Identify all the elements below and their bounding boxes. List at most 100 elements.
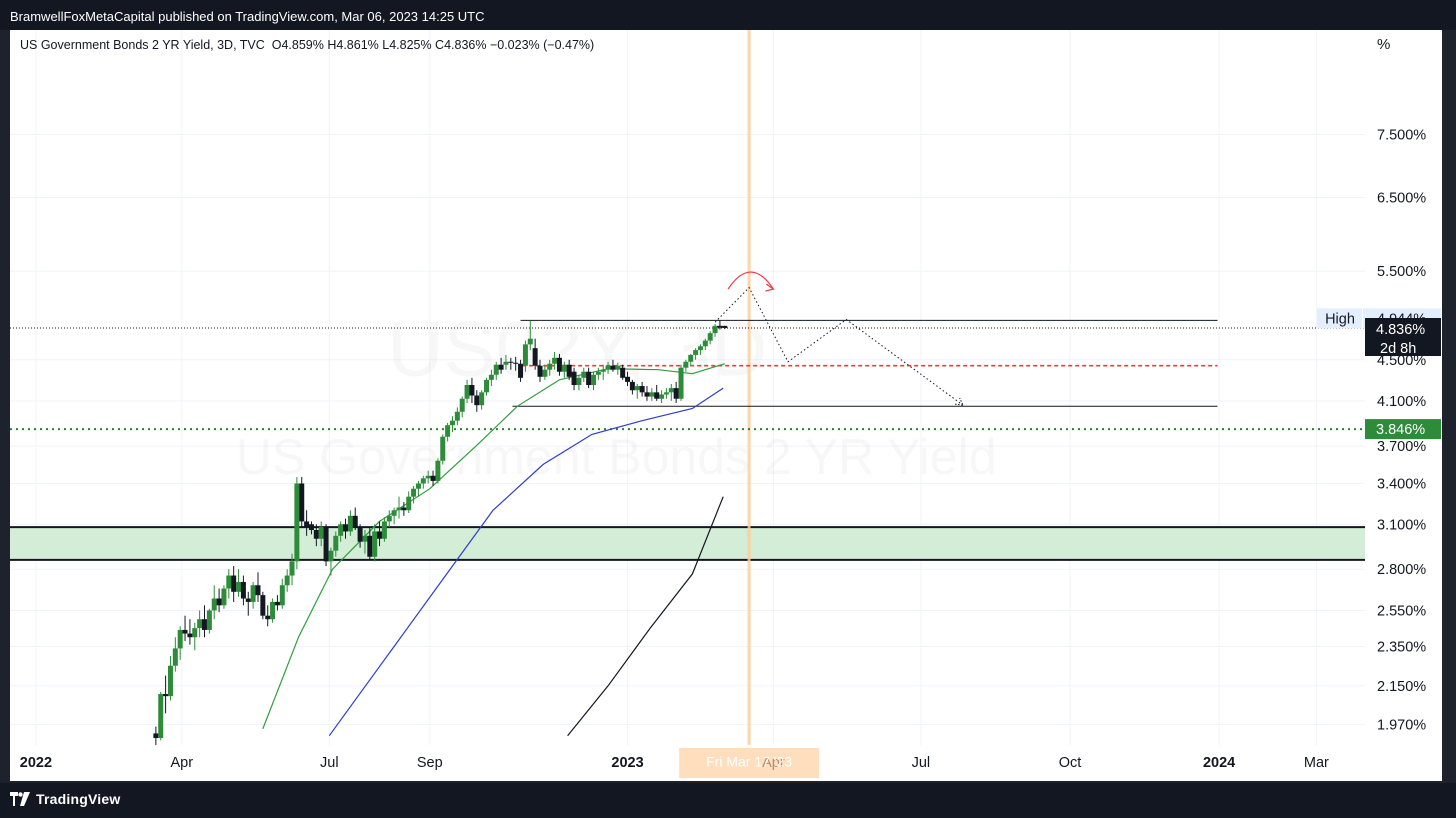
candle-up xyxy=(406,496,412,511)
candle-down xyxy=(377,531,383,539)
candle-down xyxy=(163,694,169,697)
candle-up xyxy=(576,377,582,386)
candle-up xyxy=(488,374,494,380)
price-tick-label: 4.500% xyxy=(1377,353,1426,369)
publish-text: BramwellFoxMetaCapital published on Trad… xyxy=(10,9,485,24)
candle-up xyxy=(440,436,446,461)
candle-up xyxy=(420,478,426,484)
bar-countdown-label: 2d 8h xyxy=(1380,341,1416,357)
candle-up xyxy=(561,364,567,372)
candle-up xyxy=(649,392,655,397)
candle-down xyxy=(610,365,616,370)
candle-down xyxy=(352,515,358,528)
time-tick-label: Jul xyxy=(912,755,931,771)
candle-up xyxy=(493,364,499,375)
symbol-title: US Government Bonds 2 YR Yield, 3D, TVC xyxy=(20,38,265,52)
price-tick-label: 3.400% xyxy=(1377,476,1426,492)
candle-up xyxy=(595,371,601,375)
time-tick-label: Oct xyxy=(1059,755,1082,771)
candle-down xyxy=(274,601,280,606)
candle-down xyxy=(625,376,631,382)
candle-up xyxy=(221,588,227,606)
candle-down xyxy=(430,475,436,481)
candle-down xyxy=(469,385,475,396)
candle-up xyxy=(634,386,640,391)
green-price-badge xyxy=(1365,419,1441,440)
last-price-label: 4.836% xyxy=(1376,322,1425,338)
candle-down xyxy=(629,381,635,391)
candle-down xyxy=(537,365,543,377)
candle-down xyxy=(260,595,266,616)
candle-up xyxy=(522,344,528,366)
candle-up xyxy=(449,420,455,426)
candle-down xyxy=(556,357,562,372)
candle-down xyxy=(304,521,310,528)
time-tick-label: Jul xyxy=(320,755,339,771)
candle-down xyxy=(586,371,592,386)
candle-up xyxy=(415,483,421,489)
candle-up xyxy=(688,354,694,362)
candle-up xyxy=(454,411,460,421)
price-tick-label: 2.800% xyxy=(1377,562,1426,578)
candle-up xyxy=(289,561,295,576)
candle-down xyxy=(532,348,538,366)
candle-up xyxy=(697,346,703,351)
projection-path xyxy=(714,286,964,406)
candle-up xyxy=(250,585,256,602)
candle-down xyxy=(240,581,246,599)
candle-up xyxy=(702,340,708,347)
footer-brand[interactable]: TradingView xyxy=(36,791,121,807)
candle-down xyxy=(182,629,188,634)
candle-up xyxy=(712,325,718,334)
candle-up xyxy=(347,515,353,532)
candle-up xyxy=(338,524,344,536)
chart-pane[interactable]: US02Y, 3D US Government Bonds 2 YR Yield 7… xyxy=(10,30,1442,781)
candle-up xyxy=(605,365,611,370)
candle-up xyxy=(659,394,665,399)
candle-up xyxy=(581,371,587,378)
candle-down xyxy=(357,527,363,542)
time-axis: 2022AprJulSep2023AprJulOct2024MarFri Mar… xyxy=(20,748,1329,778)
candle-up xyxy=(411,488,417,497)
candle-up xyxy=(600,369,606,372)
candle-up xyxy=(270,601,276,620)
curved-arrow-head xyxy=(765,283,775,292)
candle-down xyxy=(367,535,373,557)
price-tick-label: 3.100% xyxy=(1377,517,1426,533)
tradingview-logo-icon[interactable] xyxy=(10,792,30,809)
high-tag xyxy=(1317,308,1362,329)
candle-down xyxy=(308,524,314,530)
candle-down xyxy=(201,619,207,630)
candle-up xyxy=(590,374,596,386)
candle-up xyxy=(459,398,465,412)
time-tick-label: 2022 xyxy=(20,755,52,771)
price-axis: 7.500% 6.500% 5.500% 4.500% 4.100% 3.700% 3.40… xyxy=(1317,127,1441,733)
price-tick-label: 2.550% xyxy=(1377,603,1426,619)
moving-average-line xyxy=(328,387,724,737)
candle-up xyxy=(542,369,548,377)
candle-up xyxy=(479,392,485,406)
candle-down xyxy=(620,367,626,378)
candle-down xyxy=(566,364,572,377)
candle-up xyxy=(172,648,178,666)
candle-up xyxy=(206,610,212,630)
candle-up xyxy=(197,619,203,629)
candle-up xyxy=(226,575,232,589)
price-unit-label: % xyxy=(1377,36,1391,53)
candle-down xyxy=(654,392,660,399)
candle-down xyxy=(639,386,645,393)
candle-down xyxy=(673,388,679,399)
price-tick-label: 4.100% xyxy=(1377,394,1426,410)
candle-down xyxy=(508,361,514,363)
candle-up xyxy=(386,515,392,522)
candle-up xyxy=(552,357,558,364)
candle-up xyxy=(503,361,509,365)
candle-up xyxy=(391,510,397,516)
candle-up xyxy=(158,694,164,739)
symbol-info-bar: US Government Bonds 2 YR Yield, 3D, TVC … xyxy=(20,38,594,52)
candle-up xyxy=(333,535,339,551)
candle-up xyxy=(396,507,402,511)
candle-down xyxy=(722,325,728,329)
candle-up xyxy=(211,598,217,611)
